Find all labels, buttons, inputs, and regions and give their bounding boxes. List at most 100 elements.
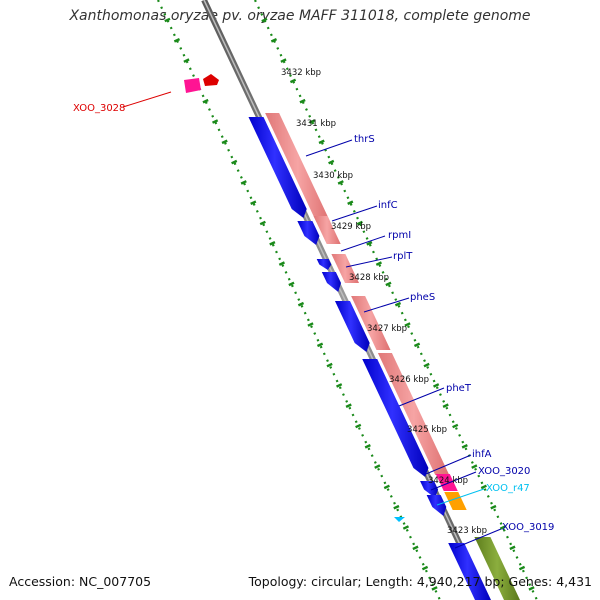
ruler-tick [402, 525, 410, 530]
ruler-tick [404, 322, 411, 327]
gene-pheT [362, 359, 429, 477]
ruler-tick [261, 17, 268, 23]
gene-label: XOO_3028 [73, 103, 125, 114]
ruler-tick [385, 281, 392, 287]
ruler-tick [316, 342, 324, 348]
ruler-tick [173, 38, 181, 43]
kbp-label: 3432 kbp [281, 68, 321, 78]
ruler-line-right [254, 0, 538, 600]
gene-label: XOO_r47 [486, 483, 530, 494]
gene-label: rplT [393, 251, 413, 262]
ruler-tick [356, 220, 363, 226]
label-connectors [122, 91, 502, 549]
gene-label: pheS [410, 292, 435, 303]
ruler-tick [355, 423, 362, 429]
trna-XOO_3028 [184, 78, 201, 93]
ruler-tick [528, 586, 535, 591]
label-connector [345, 256, 393, 268]
ruler-tick [337, 180, 344, 185]
map-title: Xanthomonas oryzae pv. oryzae MAFF 31101… [69, 8, 531, 24]
gene-XOO_3020-blue [426, 495, 447, 516]
ruler-tick [413, 342, 421, 348]
label-connector [436, 488, 485, 506]
ruler-tick [318, 139, 325, 145]
gene-label: XOO_3020 [478, 466, 530, 477]
gene-labels: XOO_3028 thrS infC rpmI rplT pheS pheT ihfA XOO_… [73, 103, 554, 533]
gene-thrS [248, 117, 307, 218]
ruler-dotted-lines [157, 0, 538, 600]
ruler-tick [259, 220, 266, 226]
ruler-tick [309, 119, 316, 124]
ruler-tick [412, 545, 419, 551]
kbp-label: 3427 kbp [367, 324, 407, 334]
ruler-tick [221, 139, 228, 145]
kbp-label: 3424 kbp [428, 476, 468, 486]
gene-pheS [334, 301, 370, 352]
cds-rpmI [331, 254, 360, 283]
gene-label: thrS [354, 134, 375, 145]
ruler-tick [518, 565, 526, 571]
label-connector [398, 387, 445, 407]
kbp-label: 3429 kbp [331, 222, 371, 232]
ruler-tick [164, 17, 171, 23]
gene-label: pheT [446, 383, 472, 394]
gene-label: rpmI [388, 230, 411, 241]
ruler-tick [442, 403, 449, 408]
ruler-tick [307, 322, 314, 327]
ruler-tick [288, 281, 295, 287]
ruler-tick [326, 362, 333, 368]
label-connector [331, 205, 378, 222]
ruler-tick [490, 504, 497, 510]
label-connector [363, 297, 410, 313]
label-connector [430, 471, 477, 491]
ruler-tick [336, 383, 343, 388]
rrna-XOO_r47 [444, 492, 467, 510]
ruler-tick [471, 464, 478, 469]
gene-label: ihfA [472, 449, 492, 460]
ruler-tick [270, 38, 278, 43]
ruler-tick [240, 180, 247, 185]
cds-pheT [377, 353, 450, 475]
gene-rplT [321, 272, 342, 292]
ruler-tick [289, 78, 297, 84]
label-connector [454, 528, 502, 549]
gene-label: XOO_3019 [502, 522, 554, 533]
ruler-tick [299, 98, 306, 104]
ruler-tick [431, 586, 438, 591]
ruler-tick [212, 119, 219, 124]
ruler-tick [452, 423, 459, 429]
gene-infC [297, 221, 320, 245]
topology-summary: Topology: circular; Length: 4,940,217 bp… [248, 574, 592, 589]
ruler-tick [269, 241, 276, 246]
ruler-tick [509, 545, 516, 551]
cds-infC [313, 216, 341, 244]
kbp-label: 3426 kbp [389, 375, 429, 385]
cds-XOO_3019 [474, 537, 520, 600]
ruler-tick [499, 525, 507, 530]
ruler-tick [394, 301, 402, 307]
ruler-tick [433, 383, 440, 388]
ruler-tick [183, 58, 190, 63]
label-connector [340, 235, 386, 252]
ruler-tick [347, 200, 354, 205]
kbp-label: 3423 kbp [447, 526, 487, 536]
gene-ihfA [420, 481, 439, 498]
ruler-tick [393, 504, 400, 510]
ruler-tick [278, 261, 285, 266]
ruler-tick [328, 159, 335, 165]
ruler-tick [383, 484, 390, 490]
ruler-tick [345, 403, 352, 408]
ruler-tick [231, 159, 238, 165]
cds-thrS [265, 113, 331, 222]
label-connector [305, 139, 353, 157]
kbp-label: 3430 kbp [313, 171, 353, 181]
label-connector [425, 454, 472, 475]
ruler-tick [297, 301, 305, 307]
ruler-tick [421, 565, 429, 571]
kbp-label: 3431 kbp [296, 119, 336, 129]
ruler-ticks [164, 17, 535, 591]
ruler-tick [461, 444, 468, 449]
kbp-label: 3425 kbp [407, 425, 447, 435]
gene-XOO_3019-blue [448, 543, 491, 600]
